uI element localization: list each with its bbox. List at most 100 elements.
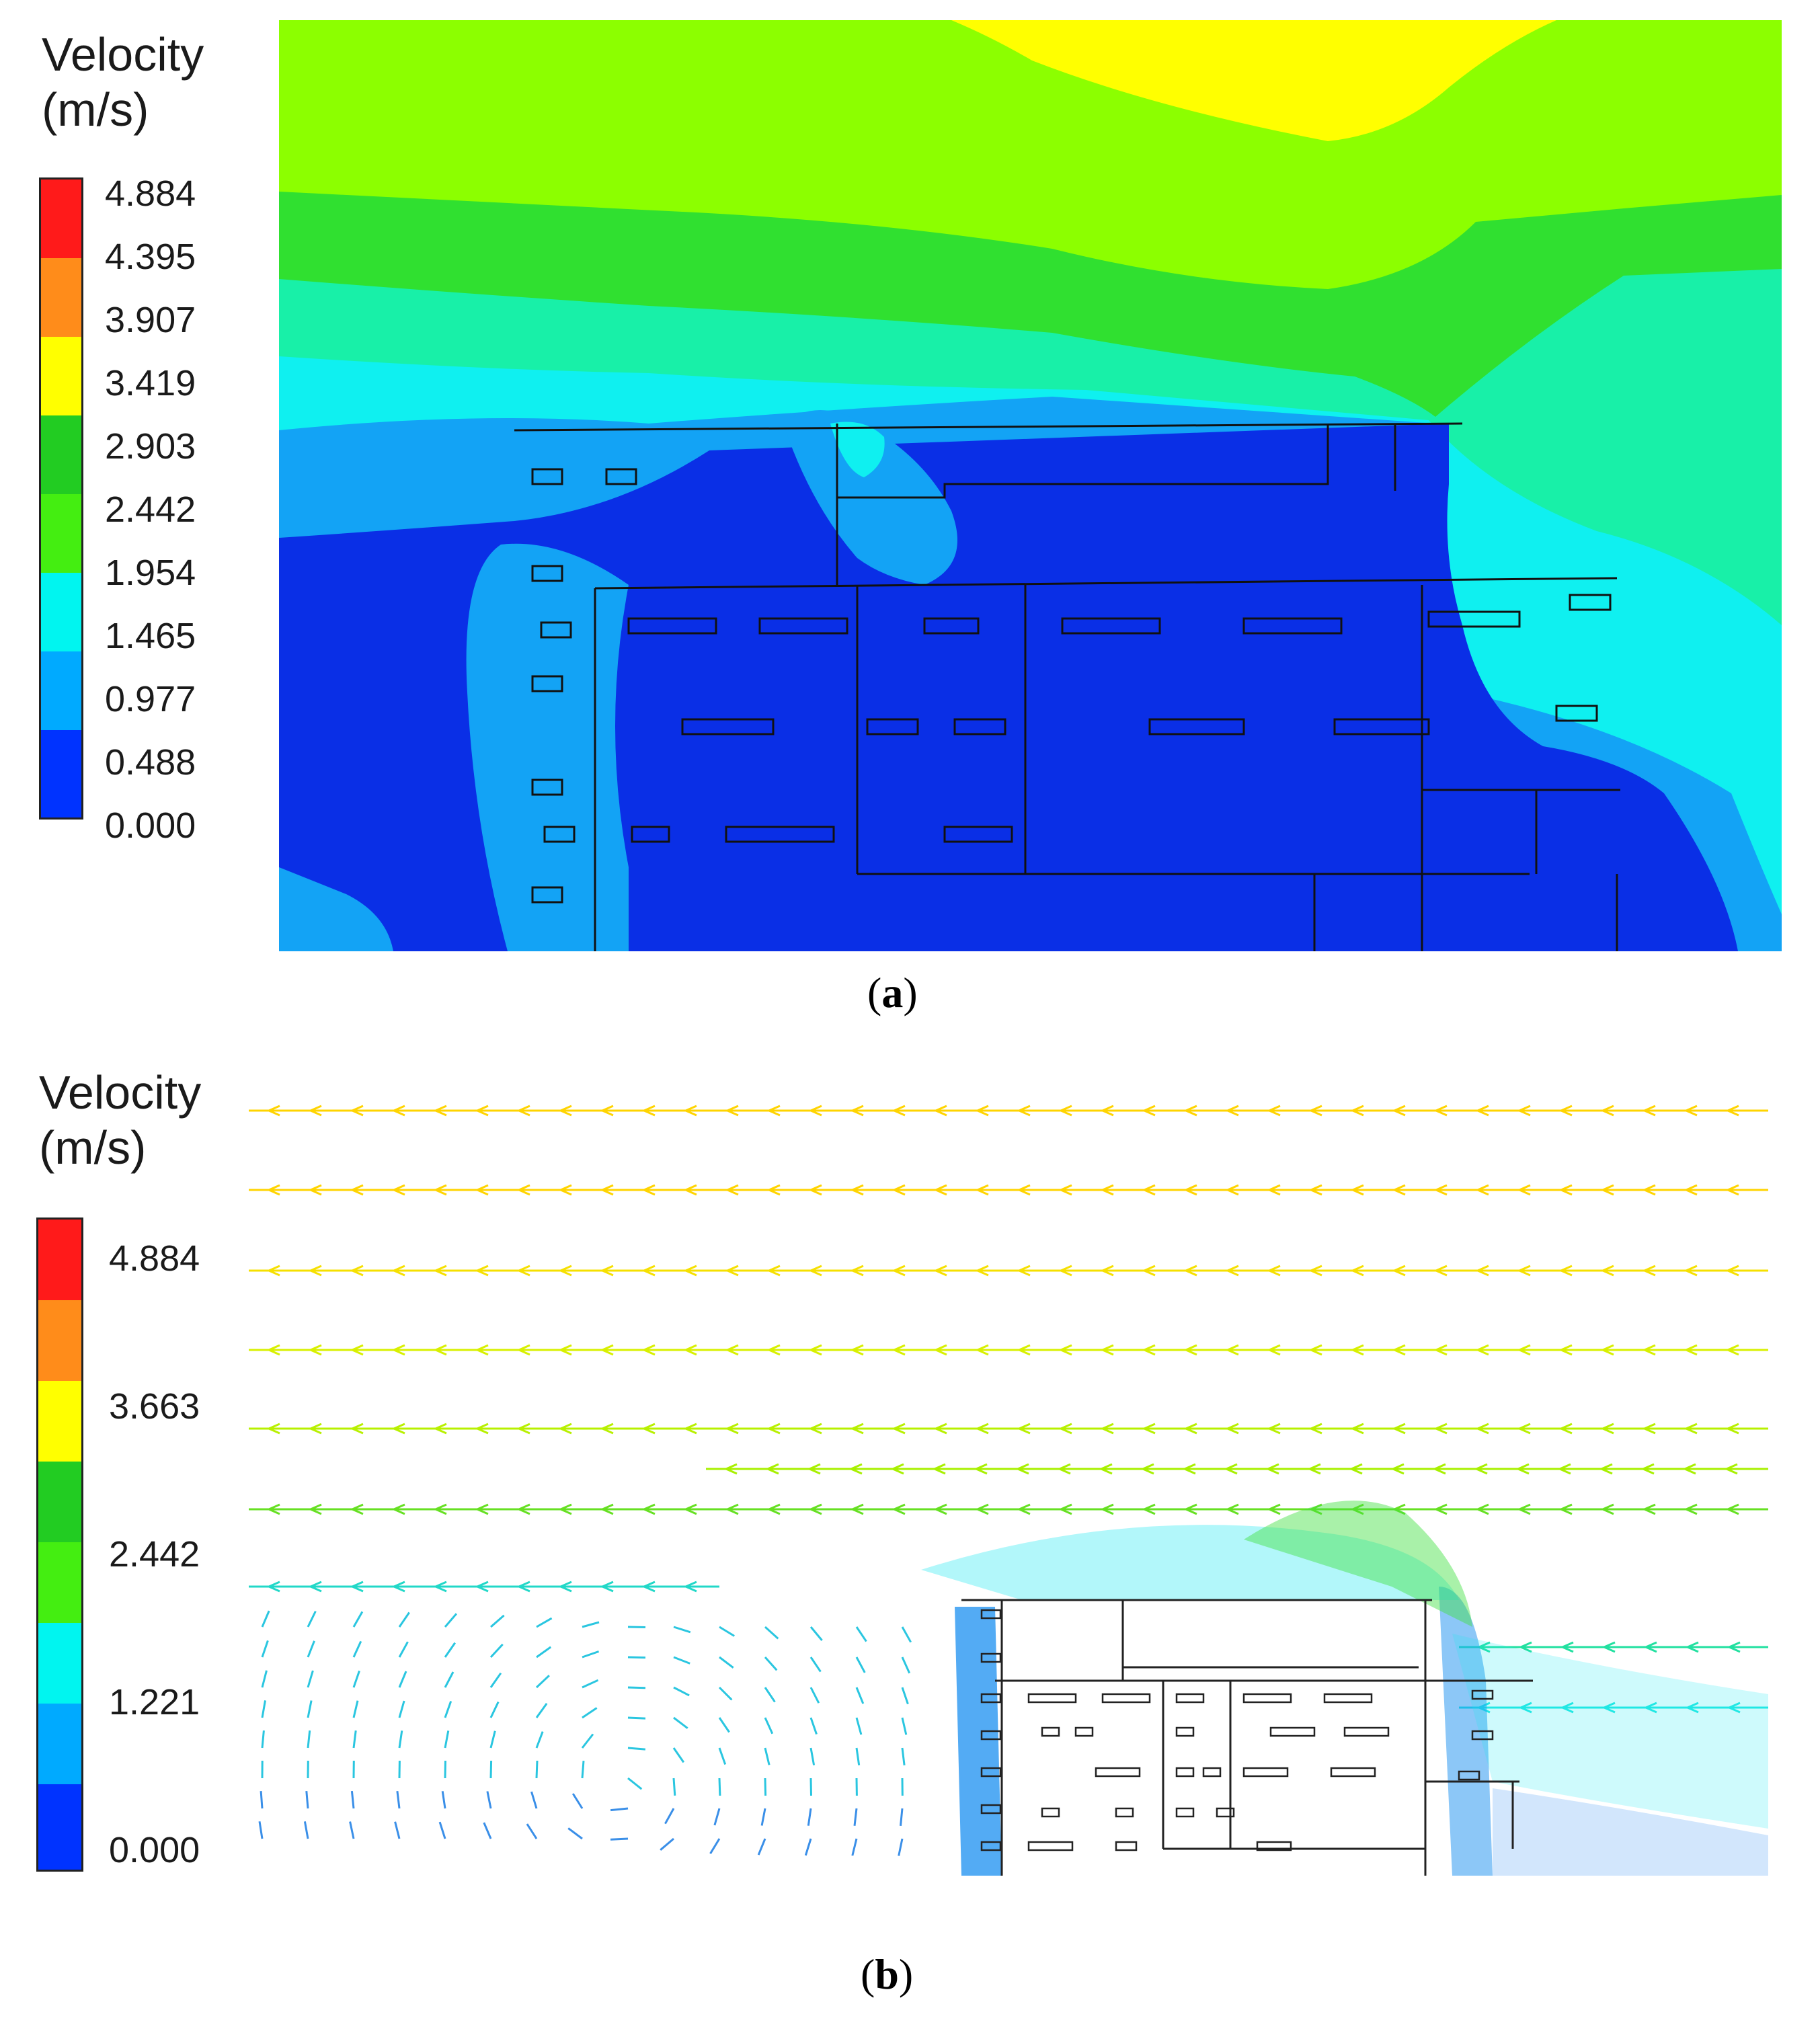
vector-arrowhead	[1308, 1423, 1322, 1435]
vector-arrowhead	[975, 1184, 989, 1196]
legend-tick: 3.419	[105, 363, 196, 403]
vector-arrowhead	[1350, 1423, 1364, 1435]
vector-arrowhead	[308, 1105, 322, 1117]
legend-band	[41, 651, 81, 730]
vector-arrowhead	[1142, 1344, 1156, 1356]
legend-tick: 1.221	[109, 1682, 200, 1722]
vector-arrowhead	[1517, 1344, 1531, 1356]
vector-arrowhead	[1100, 1503, 1114, 1515]
recirculation-arrow	[305, 1790, 309, 1809]
recirculation-arrow	[261, 1700, 266, 1718]
vector-arrowhead	[766, 1184, 781, 1196]
recirculation-arrow	[444, 1642, 457, 1658]
recirculation-arrow	[526, 1823, 538, 1839]
downstream-cyan-flow	[1452, 1634, 1768, 1829]
legend-title-a-line2: (m/s)	[42, 83, 149, 136]
recirculation-arrow	[398, 1730, 403, 1749]
legend-title-b-line1: Velocity	[39, 1066, 202, 1119]
vector-arrowhead	[1058, 1105, 1072, 1117]
recirculation-arrow	[396, 1791, 401, 1809]
vector-arrowhead	[808, 1184, 822, 1196]
vector-arrowhead	[1183, 1265, 1197, 1277]
recirculation-arrows	[258, 1610, 912, 1856]
vector-arrowhead	[1601, 1641, 1616, 1653]
recirculation-arrow	[853, 1808, 858, 1826]
vector-arrowhead	[1183, 1184, 1197, 1196]
recirculation-arrow	[673, 1656, 690, 1665]
vector-arrowhead	[600, 1581, 614, 1593]
vector-arrowhead	[1684, 1265, 1698, 1277]
vector-arrowhead	[1058, 1344, 1072, 1356]
recirculation-arrow	[261, 1640, 269, 1658]
recirculation-arrow	[530, 1791, 538, 1809]
recirculation-arrow	[764, 1747, 770, 1765]
recirculation-arrow	[582, 1707, 598, 1719]
vector-arrowhead	[1517, 1265, 1531, 1277]
vector-arrowhead	[850, 1503, 864, 1515]
vector-arrowhead	[725, 1184, 739, 1196]
vector-arrowhead	[1058, 1265, 1072, 1277]
vector-arrowhead	[933, 1265, 947, 1277]
recirculation-arrow	[709, 1838, 721, 1854]
vector-arrowhead	[892, 1423, 906, 1435]
vector-arrowhead	[1182, 1463, 1196, 1475]
legend-tick: 2.442	[109, 1534, 200, 1574]
recirculation-arrow	[303, 1821, 309, 1839]
vector-arrowhead	[391, 1184, 405, 1196]
legend-band	[41, 494, 81, 573]
vector-arrowhead	[1142, 1184, 1156, 1196]
recirculation-arrow	[307, 1730, 311, 1749]
legend-title-b-line2: (m/s)	[39, 1121, 147, 1174]
recirculation-arrow	[582, 1650, 600, 1659]
vector-arrowhead	[1727, 1702, 1741, 1714]
legend-tick: 2.442	[105, 489, 196, 530]
roof-cyan-plume	[921, 1525, 1459, 1600]
vector-arrowhead	[1475, 1184, 1489, 1196]
legend-band	[41, 337, 81, 415]
vector-arrowhead	[1267, 1105, 1281, 1117]
recirculation-arrow	[809, 1626, 823, 1641]
vector-arrowhead	[850, 1184, 864, 1196]
vector-arrowhead	[1517, 1184, 1531, 1196]
near-building-flow	[921, 1501, 1768, 1876]
recirculation-arrow	[398, 1700, 405, 1718]
vector-arrowhead	[641, 1184, 656, 1196]
legend-tick: 0.000	[105, 805, 196, 846]
recirculation-arrow	[718, 1686, 733, 1701]
caption-a: (a)	[867, 969, 918, 1016]
vector-arrowhead	[641, 1344, 656, 1356]
vector-arrowhead	[1350, 1503, 1364, 1515]
recirculation-arrow	[855, 1657, 866, 1673]
vector-arrowhead	[1475, 1344, 1489, 1356]
vector-arrowhead	[475, 1265, 489, 1277]
vector-arrowhead	[892, 1105, 906, 1117]
recirculation-arrow	[901, 1687, 909, 1705]
recirculation-arrow	[610, 1807, 629, 1812]
vector-arrowhead	[266, 1423, 280, 1435]
legend-band	[41, 415, 81, 494]
recirculation-arrow	[718, 1747, 727, 1765]
vector-arrowhead	[933, 1344, 947, 1356]
vector-arrowhead	[1642, 1265, 1656, 1277]
vector-arrowhead	[975, 1503, 989, 1515]
recirculation-arrow	[719, 1656, 734, 1669]
vector-arrowhead	[1350, 1105, 1364, 1117]
legend-band	[38, 1784, 81, 1870]
vector-arrowhead	[433, 1423, 447, 1435]
vector-arrowhead	[766, 1105, 781, 1117]
vector-arrowhead	[308, 1581, 322, 1593]
recirculation-arrow	[261, 1730, 265, 1749]
vector-arrowhead	[1518, 1702, 1532, 1714]
vector-arrowhead	[1600, 1503, 1614, 1515]
vector-arrowhead	[1392, 1503, 1406, 1515]
vector-arrowhead	[1308, 1184, 1322, 1196]
vector-row	[249, 1344, 1768, 1356]
window-outlines-b	[980, 1609, 1494, 1851]
window-outlines-a	[531, 468, 1612, 904]
vector-plot-background	[249, 1076, 1768, 1876]
recirculation-arrow	[352, 1700, 359, 1718]
vector-arrowhead	[807, 1463, 821, 1475]
vector-arrowhead	[808, 1423, 822, 1435]
recirculation-arrow	[713, 1808, 721, 1826]
legend-tick: 4.884	[105, 173, 196, 214]
